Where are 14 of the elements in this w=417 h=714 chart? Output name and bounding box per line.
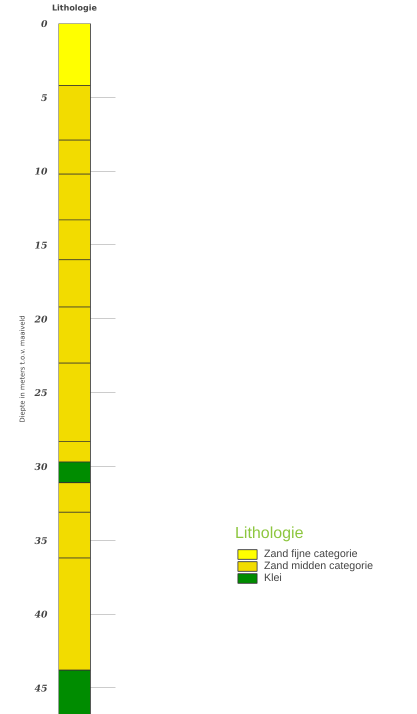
y-tick-label: 25 (34, 388, 48, 400)
y-tick-label: 40 (34, 610, 48, 621)
y-tick-label: 15 (34, 240, 48, 252)
y-tick-label: 45 (34, 683, 48, 694)
legend-label: Zand fijne categorie (264, 548, 358, 560)
y-tick-label: 0 (41, 19, 48, 30)
y-tick-label: 20 (34, 314, 48, 326)
y-tick-label: 10 (34, 166, 48, 178)
legend-label: Zand midden categorie (264, 560, 373, 572)
legend-label: Klei (264, 572, 283, 584)
y-tick-label: 35 (34, 536, 48, 547)
y-tick-label: 5 (41, 92, 48, 104)
legend-title: Lithologie (235, 525, 304, 543)
y-tick-label: 30 (34, 462, 48, 473)
